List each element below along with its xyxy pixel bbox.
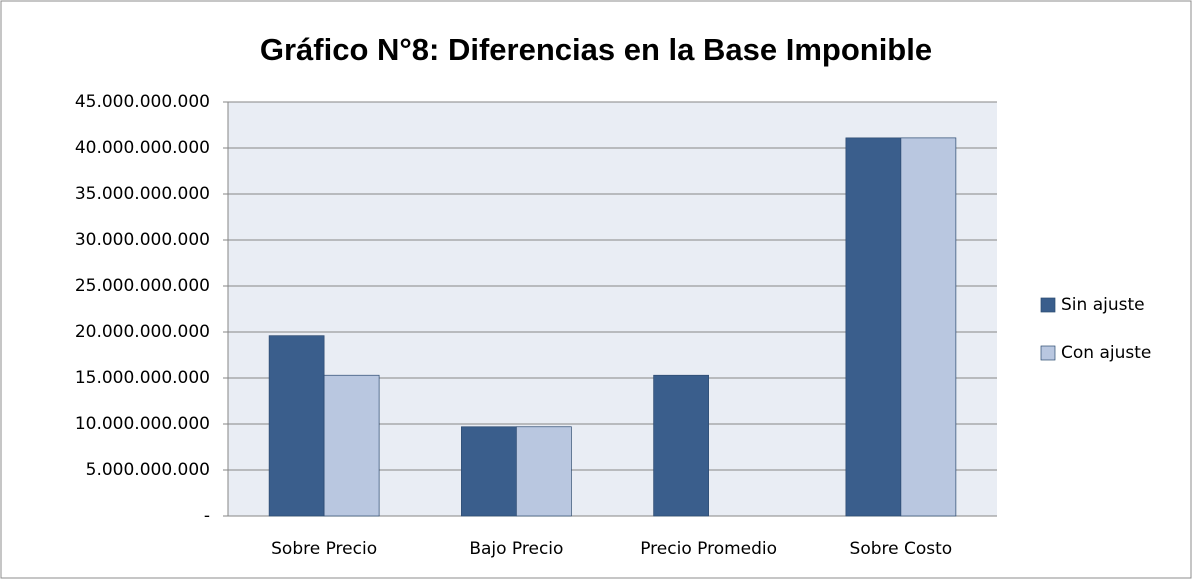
legend-swatch <box>1040 345 1056 361</box>
bar <box>653 374 709 517</box>
y-tick-label: 40.000.000.000 <box>75 138 210 158</box>
legend-swatch <box>1040 297 1056 313</box>
x-tick-label: Bajo Precio <box>469 539 563 559</box>
x-tick-label: Precio Promedio <box>640 539 777 559</box>
y-tick-label: 15.000.000.000 <box>75 368 210 388</box>
y-tick-label: 20.000.000.000 <box>75 322 210 342</box>
bar <box>516 426 572 517</box>
chart-title: Gráfico N°8: Diferencias en la Base Impo… <box>260 32 932 67</box>
y-tick-label: 30.000.000.000 <box>75 230 210 250</box>
bar <box>323 374 380 517</box>
bar <box>461 426 517 517</box>
y-tick-label: 10.000.000.000 <box>75 414 210 434</box>
y-tick-label: 35.000.000.000 <box>75 184 210 204</box>
bar <box>845 137 902 517</box>
legend-label: Sin ajuste <box>1061 295 1145 315</box>
y-tick-label: 45.000.000.000 <box>75 92 210 112</box>
y-tick-label: - <box>204 506 210 526</box>
y-tick-label: 25.000.000.000 <box>75 276 210 296</box>
y-tick-label: 5.000.000.000 <box>86 460 210 480</box>
x-tick-label: Sobre Costo <box>850 539 953 559</box>
bar <box>900 137 957 517</box>
legend-label: Con ajuste <box>1061 343 1151 363</box>
bar <box>268 335 325 517</box>
x-tick-label: Sobre Precio <box>271 539 377 559</box>
